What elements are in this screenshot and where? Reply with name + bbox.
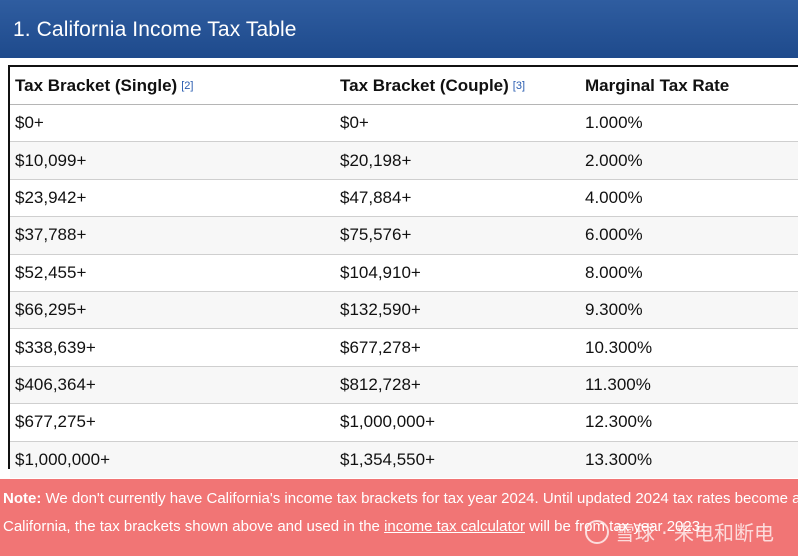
table-row: $338,639+ $677,278+ 10.300% [10,328,798,367]
watermark: 雪球 · 来电和断电 [584,517,774,546]
note-line-1: Note: We don't currently have California… [3,485,798,513]
cell-couple: $132,590+ [335,291,580,330]
cell-rate: 12.300% [580,403,798,442]
cell-rate: 4.000% [580,179,798,218]
table-row: $23,942+ $47,884+ 4.000% [10,179,798,218]
column-header-label: Marginal Tax Rate [585,75,730,95]
cell-couple: $75,576+ [335,216,580,255]
cell-single: $0+ [10,104,335,143]
cell-single: $338,639+ [10,328,335,367]
cell-couple: $1,000,000+ [335,403,580,442]
column-header-rate: Marginal Tax Rate [580,67,798,105]
watermark-text: 雪球 · 来电和断电 [614,521,774,545]
table-row: $677,275+ $1,000,000+ 12.300% [10,403,798,442]
cell-couple: $47,884+ [335,179,580,218]
note-line-2: California, the tax brackets shown above… [3,513,798,541]
note-text: California, the tax brackets shown above… [3,518,385,535]
tax-table-container: Tax Bracket (Single) [2] Tax Bracket (Cou… [8,65,798,478]
note-text: will be from tax year 2023. [524,518,705,535]
column-header-single: Tax Bracket (Single) [2] [10,67,335,105]
cell-couple: $812,728+ [335,366,580,405]
cell-single: $37,788+ [10,216,335,255]
cell-rate: 11.300% [580,366,798,405]
table-row: $1,000,000+ $1,354,550+ 13.300% [10,441,798,478]
tax-bracket-table: Tax Bracket (Single) [2] Tax Bracket (Cou… [10,67,798,478]
cell-rate: 1.000% [580,104,798,143]
table-row: $406,364+ $812,728+ 11.300% [10,366,798,405]
income-tax-calculator-link[interactable]: income tax calculator [384,518,525,535]
table-header-row: Tax Bracket (Single) [2] Tax Bracket (Cou… [10,67,798,105]
cell-rate: 13.300% [580,441,798,478]
section-header: 1. California Income Tax Table [0,0,798,58]
cell-rate: 10.300% [580,328,798,367]
note-banner: Note: We don't currently have California… [0,479,798,556]
section-title: 1. California Income Tax Table [13,18,297,41]
cell-couple: $0+ [335,104,580,143]
cell-rate: 2.000% [580,141,798,180]
cell-rate: 8.000% [580,254,798,292]
cell-single: $66,295+ [10,291,335,330]
cell-single: $677,275+ [10,403,335,442]
column-header-label: Tax Bracket (Single) [15,75,178,95]
cell-single: $406,364+ [10,366,335,405]
table-row: $0+ $0+ 1.000% [10,104,798,143]
cell-rate: 9.300% [580,291,798,330]
reference-link[interactable]: [3] [512,79,526,92]
table-row: $66,295+ $132,590+ 9.300% [10,291,798,330]
table-row: $10,099+ $20,198+ 2.000% [10,141,798,180]
cell-single: $23,942+ [10,179,335,218]
column-header-label: Tax Bracket (Couple) [340,75,509,95]
note-label: Note: [3,490,42,507]
table-row: $37,788+ $75,576+ 6.000% [10,216,798,255]
cell-couple: $677,278+ [335,328,580,367]
table-row: $52,455+ $104,910+ 8.000% [10,254,798,292]
cell-couple: $104,910+ [335,254,580,292]
cell-couple: $1,354,550+ [335,441,580,478]
column-header-couple: Tax Bracket (Couple) [3] [335,67,580,105]
cell-rate: 6.000% [580,216,798,255]
snowball-logo-icon [584,519,609,544]
reference-link[interactable]: [2] [181,79,194,92]
cell-single: $1,000,000+ [10,441,335,478]
cell-single: $52,455+ [10,254,335,292]
cell-single: $10,099+ [10,141,335,180]
note-text: We don't currently have California's inc… [41,490,798,507]
cell-couple: $20,198+ [335,141,580,180]
